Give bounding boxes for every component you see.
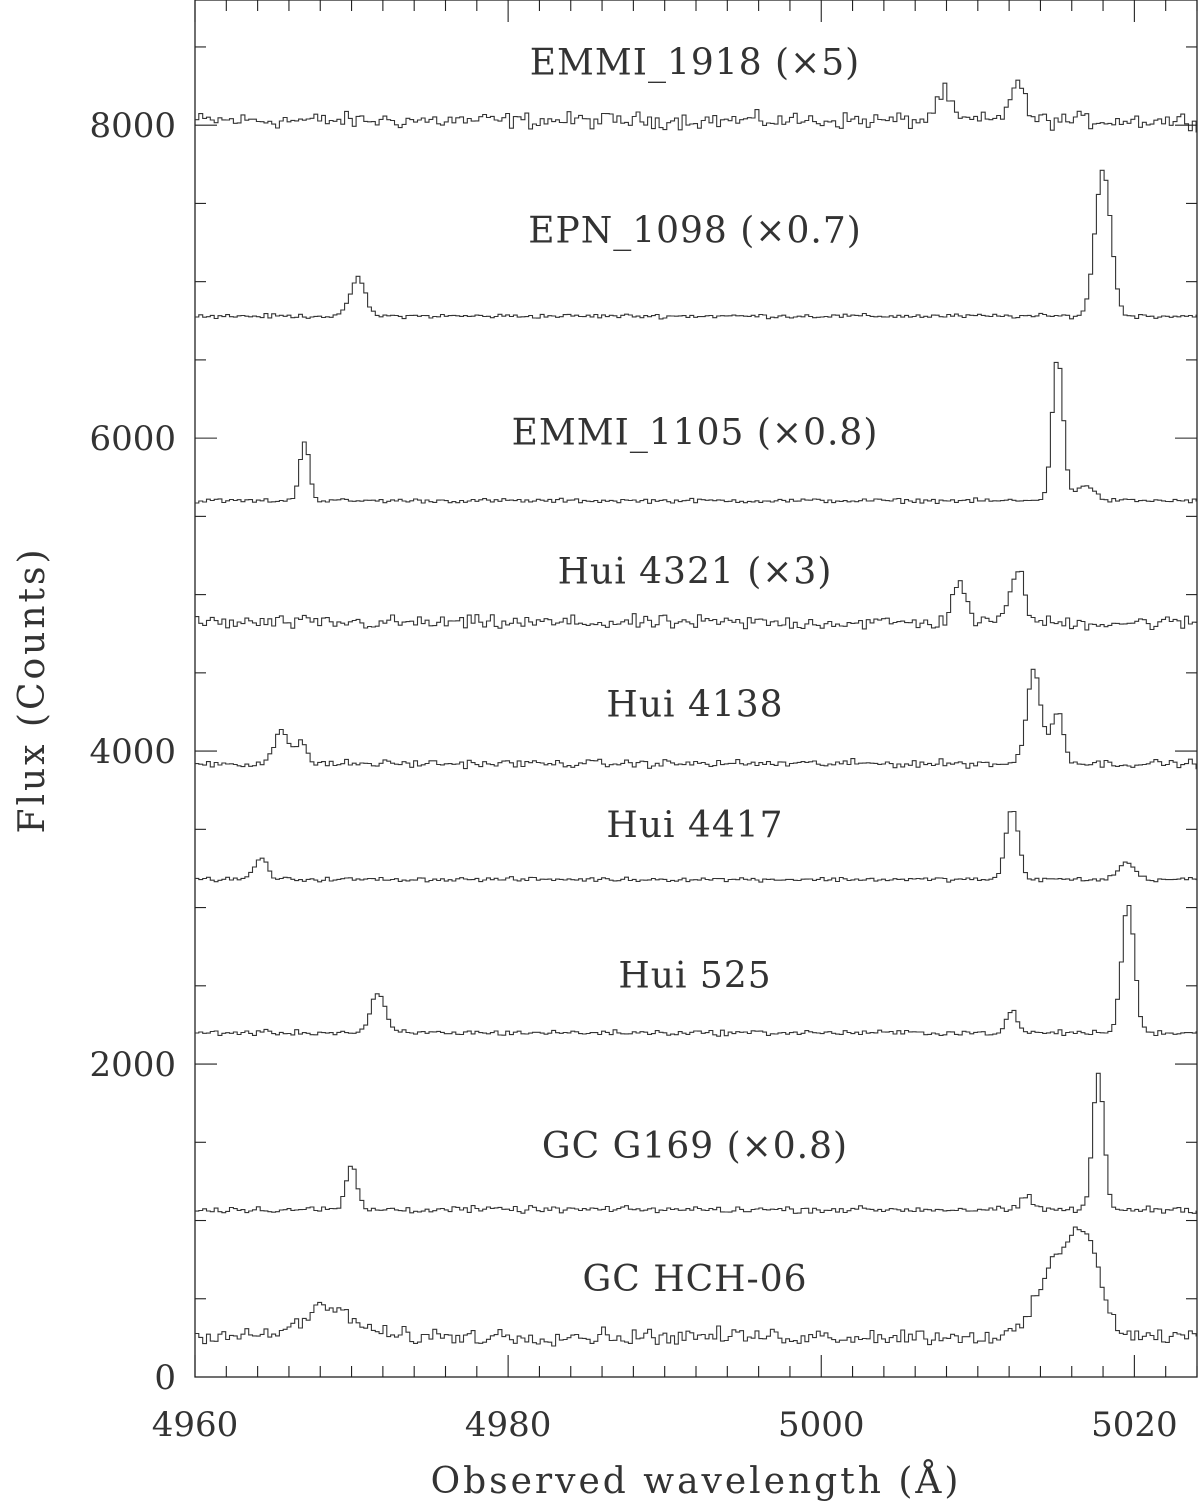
spectrum-label: EPN_1098 (×0.7) — [528, 211, 862, 252]
spectrum-label: GC HCH-06 — [582, 1259, 807, 1300]
y-tick-label: 0 — [154, 1358, 176, 1398]
spectrum-9 — [195, 1226, 1197, 1347]
y-tick-label: 4000 — [89, 732, 176, 772]
spectrum-labels-group: EMMI_1918 (×5) EPN_1098 (×0.7) EMMI_1105 (… — [512, 42, 879, 1300]
spectrum-5 — [195, 668, 1197, 770]
y-tick-label: 8000 — [89, 106, 176, 146]
spectrum-label: Hui 4321 (×3) — [558, 552, 833, 593]
spectrum-8 — [195, 1072, 1197, 1214]
spectrum-label: Hui 525 — [618, 955, 771, 996]
spectrum-label: EMMI_1918 (×5) — [530, 42, 860, 83]
spectrum-6 — [195, 810, 1197, 883]
y-axis-label: Flux (Counts) — [12, 546, 53, 833]
spectrum-label: Hui 4138 — [606, 685, 783, 726]
x-tick-label: 4960 — [152, 1405, 239, 1445]
spectrum-2 — [195, 169, 1197, 320]
spectrum-label: Hui 4417 — [606, 805, 783, 846]
y-tick-label: 6000 — [89, 419, 176, 459]
spectra-group — [195, 79, 1197, 1347]
y-tick-label: 2000 — [89, 1045, 176, 1085]
spectrum-4 — [195, 570, 1197, 631]
spectrum-label: EMMI_1105 (×0.8) — [512, 412, 879, 453]
spectrum-label: GC G169 (×0.8) — [542, 1126, 848, 1167]
ticks-group — [194, 0, 1198, 1378]
tick-labels-group: 4960 4980 5000 5020 0 2000 4000 6000 8000 — [89, 106, 1177, 1445]
x-tick-label: 5000 — [778, 1405, 865, 1445]
x-tick-label: 4980 — [465, 1405, 552, 1445]
x-axis-label: Observed wavelength (Å) — [431, 1460, 962, 1502]
spectrum-7 — [195, 904, 1197, 1037]
spectrum-3 — [195, 361, 1197, 504]
x-tick-label: 5020 — [1091, 1405, 1178, 1445]
spectrum-1 — [195, 79, 1197, 133]
